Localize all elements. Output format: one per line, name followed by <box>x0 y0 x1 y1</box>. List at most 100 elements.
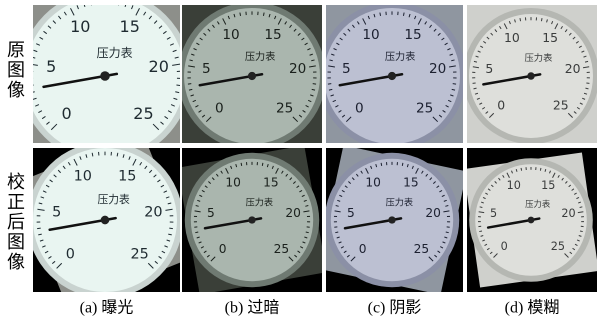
dial-number: 15 <box>263 175 279 189</box>
dial-number: 15 <box>264 27 281 43</box>
dial-number: 5 <box>52 204 61 220</box>
dial-number: 10 <box>507 179 521 192</box>
gauge-tick <box>540 168 541 171</box>
gauge-tick <box>241 163 242 166</box>
dial-number: 10 <box>362 27 379 43</box>
dial-number: 25 <box>133 104 153 123</box>
dial-number: 5 <box>46 57 56 76</box>
dial-label: 压力表 <box>245 50 276 63</box>
dial-number: 25 <box>551 240 565 253</box>
dial-number: 15 <box>403 175 419 189</box>
dial-number: 25 <box>414 242 430 256</box>
needle-hub <box>248 72 256 80</box>
photo-grid: 0510152025压力表0510152025压力表0510152025压力表0… <box>0 0 599 323</box>
dial-number: 0 <box>61 104 71 123</box>
gauge-tick <box>480 207 483 208</box>
dial-number: 5 <box>207 206 215 220</box>
dial-label: 压力表 <box>524 52 552 64</box>
needle-hub <box>100 71 110 81</box>
gauge-tick <box>580 231 583 232</box>
dial-label: 压力表 <box>525 199 551 209</box>
dial-number: 0 <box>66 247 75 263</box>
photo: 0510152025压力表 <box>178 2 326 150</box>
dial-number: 5 <box>202 61 211 77</box>
dial-label: 压力表 <box>385 50 416 63</box>
dial-number: 5 <box>342 61 351 77</box>
gauge-tick <box>402 163 403 166</box>
dial-number: 20 <box>285 206 301 220</box>
needle-hub <box>527 72 534 79</box>
gauge-tick <box>263 13 264 16</box>
caption: (a) 曝光 <box>80 299 134 317</box>
gauge-tick <box>580 207 583 208</box>
photo: 0 5 10 15 20 25 压力表 <box>318 2 466 150</box>
gauge-tick <box>176 85 180 86</box>
dial-number: 10 <box>222 27 239 43</box>
gauge-tick <box>335 232 338 233</box>
dial-number: 15 <box>404 27 421 43</box>
dial-label: 压力表 <box>97 46 133 60</box>
photo: 0 5 10 15 20 25 压力表 <box>463 148 598 292</box>
dial-number: 0 <box>355 101 364 117</box>
dial-number: 0 <box>497 97 505 112</box>
dial-number: 0 <box>215 101 224 117</box>
dial-number: 0 <box>219 242 227 256</box>
gauge-tick <box>380 13 381 16</box>
dial-number: 25 <box>276 101 293 117</box>
dial-number: 5 <box>485 61 493 76</box>
photo: 0 5 10 15 20 25 压力表 <box>177 145 326 294</box>
gauge-tick <box>541 18 542 21</box>
photo: 0 5 10 15 20 25 压力表 <box>317 145 466 294</box>
gauge-tick <box>30 85 34 86</box>
dial-number: 20 <box>565 61 581 76</box>
dial-number: 20 <box>425 206 441 220</box>
gauge-tick <box>479 231 482 232</box>
dial-number: 10 <box>504 30 520 45</box>
gauge-tick <box>521 168 522 171</box>
dial-number: 20 <box>144 204 162 220</box>
dial-number: 25 <box>130 247 148 263</box>
dial-label: 压力表 <box>97 192 130 206</box>
needle-hub <box>528 217 535 224</box>
dial-label: 压力表 <box>246 196 274 208</box>
dial-number: 15 <box>120 17 140 36</box>
needle-hub <box>101 216 110 225</box>
photo: 0510152025压力表 <box>463 5 599 144</box>
dial-number: 0 <box>359 242 367 256</box>
dial-number: 10 <box>74 168 92 184</box>
gauge-tick <box>262 163 263 166</box>
dial-number: 20 <box>561 207 575 220</box>
gauge-tick <box>91 1 92 5</box>
caption: (c) 阴影 <box>368 299 422 317</box>
gauge-tick <box>306 232 309 233</box>
dial-number: 25 <box>274 242 290 256</box>
photo: 0 5 10 15 20 25 压力表 <box>19 0 191 162</box>
dial-number: 10 <box>70 17 90 36</box>
caption: (b) 过暗 <box>225 299 280 317</box>
needle-hub <box>248 216 255 223</box>
gauge-tick <box>92 153 93 157</box>
gauge-tick <box>117 153 118 157</box>
dial-number: 25 <box>553 97 569 112</box>
dial-label: 压力表 <box>386 196 414 208</box>
dial-number: 20 <box>429 61 446 77</box>
dial-number: 20 <box>149 57 169 76</box>
gauge-tick <box>195 232 198 233</box>
gauge-tick <box>474 88 477 89</box>
needle-hub <box>388 216 395 223</box>
gauge-tick <box>118 1 119 5</box>
dial-number: 10 <box>365 175 381 189</box>
gauge-tick <box>520 18 521 21</box>
caption: (d) 模糊 <box>505 299 560 317</box>
dial-number: 0 <box>501 240 508 253</box>
gauge-tick <box>403 13 404 16</box>
gauge-tick <box>240 13 241 16</box>
dial-number: 15 <box>541 179 555 192</box>
dial-number: 10 <box>225 175 241 189</box>
dial-number: 25 <box>416 101 433 117</box>
dial-number: 5 <box>490 207 497 220</box>
dial-number: 5 <box>347 206 355 220</box>
gauge-tick <box>446 232 449 233</box>
photo: 0 5 10 15 20 25 压力表 <box>17 132 193 308</box>
dial-number: 15 <box>118 168 136 184</box>
